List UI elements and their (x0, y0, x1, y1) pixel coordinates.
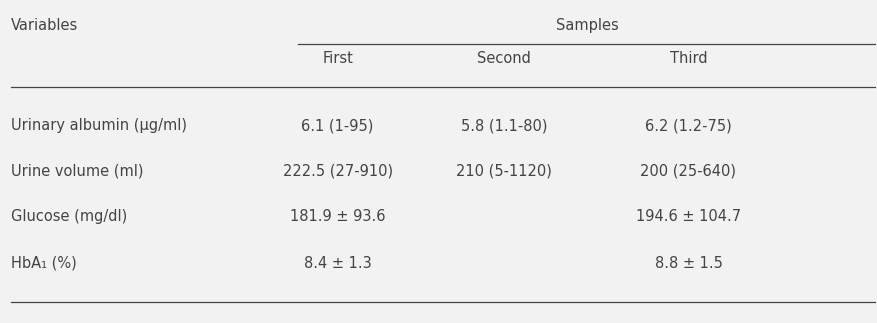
Text: 200 (25-640): 200 (25-640) (640, 164, 737, 179)
Text: 8.8 ± 1.5: 8.8 ± 1.5 (654, 256, 723, 271)
Text: 222.5 (27-910): 222.5 (27-910) (282, 164, 393, 179)
Text: Samples: Samples (556, 18, 619, 33)
Text: First: First (322, 51, 353, 66)
Text: 210 (5-1120): 210 (5-1120) (456, 164, 553, 179)
Text: 194.6 ± 104.7: 194.6 ± 104.7 (636, 209, 741, 224)
Text: 6.1 (1-95): 6.1 (1-95) (302, 119, 374, 133)
Text: 181.9 ± 93.6: 181.9 ± 93.6 (290, 209, 385, 224)
Text: 5.8 (1.1-80): 5.8 (1.1-80) (461, 119, 547, 133)
Text: 6.2 (1.2-75): 6.2 (1.2-75) (645, 119, 731, 133)
Text: HbA₁ (%): HbA₁ (%) (11, 256, 76, 271)
Text: Urinary albumin (μg/ml): Urinary albumin (μg/ml) (11, 119, 187, 133)
Text: Third: Third (670, 51, 707, 66)
Text: Urine volume (ml): Urine volume (ml) (11, 164, 143, 179)
Text: Glucose (mg/dl): Glucose (mg/dl) (11, 209, 127, 224)
Text: 8.4 ± 1.3: 8.4 ± 1.3 (303, 256, 372, 271)
Text: Second: Second (477, 51, 531, 66)
Text: Variables: Variables (11, 18, 78, 33)
